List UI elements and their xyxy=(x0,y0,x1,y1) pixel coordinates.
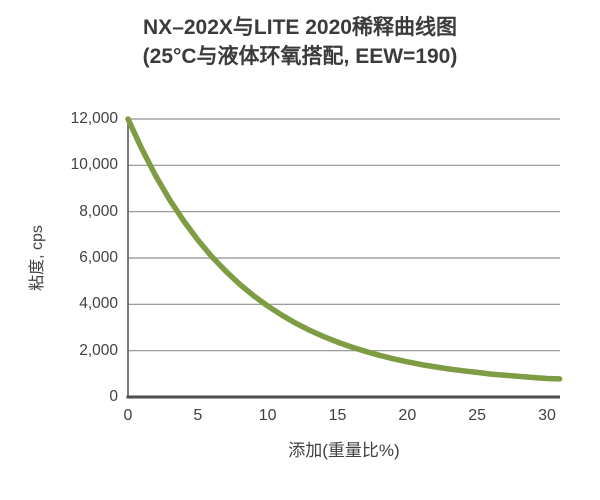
x-tick-label: 30 xyxy=(538,407,556,424)
y-tick-label: 12,000 xyxy=(70,110,118,127)
gridlines xyxy=(128,118,560,352)
chart-title-line2: (25°C与液体环氧搭配, EEW=190) xyxy=(142,45,458,68)
y-tick-label: 8,000 xyxy=(79,202,118,220)
y-tick-label: 10,000 xyxy=(70,156,118,174)
x-tick-label: 5 xyxy=(193,407,203,424)
y-tick-label: 2,000 xyxy=(79,341,118,359)
chart-title: NX–202X与LITE 2020稀释曲线图 (25°C与液体环氧搭配, EEW… xyxy=(0,13,600,71)
x-tick-label: 10 xyxy=(258,407,277,424)
chart-title-line1: NX–202X与LITE 2020稀释曲线图 xyxy=(143,16,457,39)
x-tick-label: 20 xyxy=(398,407,417,424)
y-tick-label: 0 xyxy=(109,388,118,405)
x-tick-label: 0 xyxy=(123,407,133,424)
y-tick-label: 4,000 xyxy=(79,295,118,313)
x-tick-label: 15 xyxy=(328,407,347,424)
y-axis-title: 粘度, cps xyxy=(29,225,46,291)
x-axis-title: 添加(重量比%) xyxy=(288,441,400,460)
y-tick-label: 6,000 xyxy=(79,249,118,266)
dilution-curve-line xyxy=(125,116,563,382)
x-tick-label: 25 xyxy=(468,407,487,424)
